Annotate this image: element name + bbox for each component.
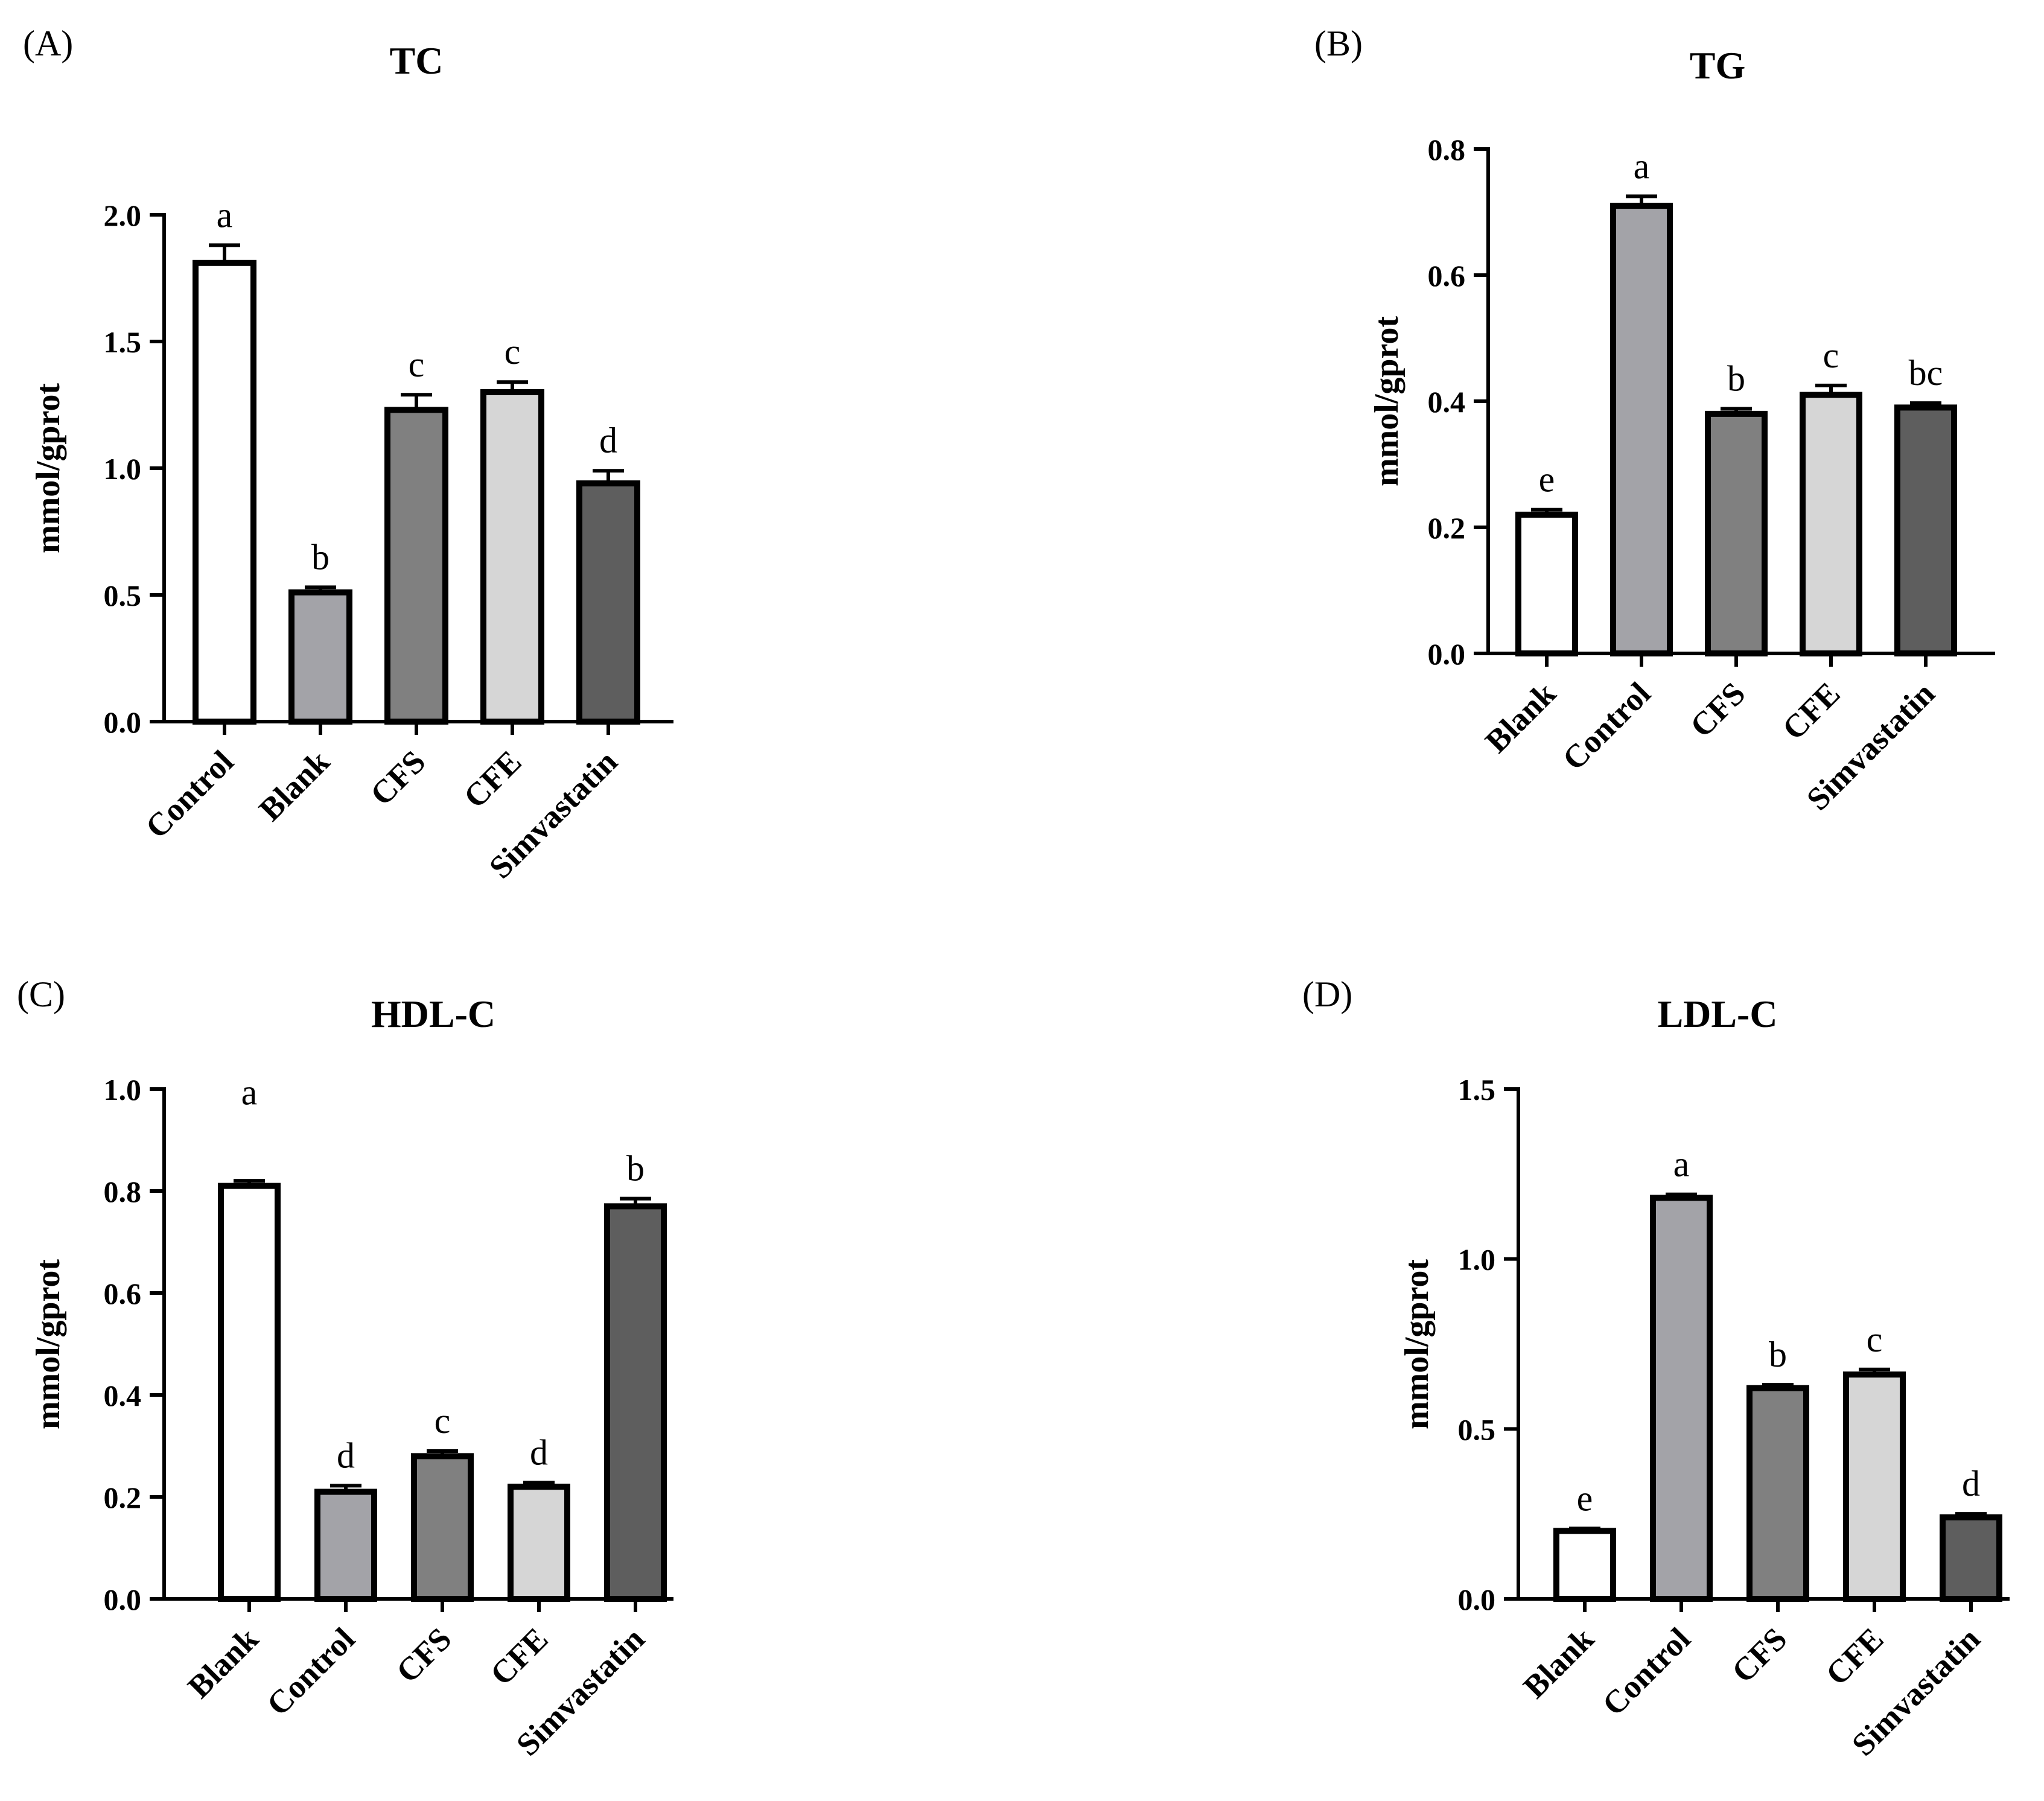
significance-label: c bbox=[409, 345, 425, 384]
bar bbox=[1515, 512, 1578, 656]
panel-label: (C) bbox=[17, 974, 65, 1014]
y-tick-label: 0.8 bbox=[104, 1175, 142, 1209]
y-tick-label: 0.0 bbox=[1428, 637, 1466, 671]
chart-title: LDL-C bbox=[1657, 993, 1777, 1035]
bar bbox=[218, 1183, 281, 1602]
y-tick-label: 1.0 bbox=[1458, 1243, 1496, 1277]
significance-label: a bbox=[217, 195, 233, 235]
x-tick-label: Control bbox=[1595, 1621, 1697, 1723]
bar bbox=[1894, 404, 1957, 656]
y-axis-label: mmol/gprot bbox=[30, 1259, 67, 1429]
y-tick-label: 0.6 bbox=[104, 1277, 142, 1310]
bar bbox=[288, 589, 352, 725]
significance-label: d bbox=[337, 1435, 355, 1475]
panel-label: (D) bbox=[1302, 974, 1352, 1014]
x-tick-label: Control bbox=[1555, 675, 1657, 777]
bar bbox=[1843, 1371, 1906, 1602]
x-tick-label: Control bbox=[138, 743, 240, 845]
y-tick-label: 0.0 bbox=[104, 705, 142, 739]
y-tick-label: 0.0 bbox=[1458, 1583, 1496, 1616]
bar bbox=[1940, 1514, 2002, 1602]
bar bbox=[384, 407, 448, 725]
x-tick-label: CFS bbox=[363, 743, 433, 813]
y-tick-label: 1.0 bbox=[104, 452, 142, 486]
bar bbox=[1800, 392, 1862, 656]
y-tick-label: 2.0 bbox=[104, 199, 142, 232]
significance-label: a bbox=[1673, 1145, 1690, 1184]
bar bbox=[604, 1203, 667, 1602]
y-axis-label: mmol/gprot bbox=[1368, 316, 1406, 486]
chart-panel-hdl-c: (C) HDL-C mmol/gprot a Blank d Control c CFS d CFE… bbox=[17, 974, 673, 1763]
bar bbox=[314, 1488, 377, 1602]
panel-label: (B) bbox=[1314, 24, 1363, 63]
significance-label: a bbox=[241, 1072, 258, 1112]
y-tick-label: 1.5 bbox=[104, 325, 142, 359]
y-tick-label: 0.5 bbox=[104, 579, 142, 612]
x-tick-label: CFS bbox=[1683, 675, 1753, 745]
y-tick-label: 0.4 bbox=[1428, 385, 1466, 419]
chart-title: TC bbox=[390, 39, 444, 82]
x-tick-label: Blank bbox=[252, 743, 336, 828]
bar bbox=[411, 1453, 474, 1602]
significance-label: b bbox=[1727, 359, 1745, 399]
bar bbox=[1610, 203, 1673, 656]
chart-panel-tc: (A) TCmmol/gprotaControlbBlankcCFScCFEdSi… bbox=[23, 24, 673, 886]
y-tick-label: 0.2 bbox=[1428, 511, 1466, 545]
x-tick-label: CFE bbox=[1819, 1621, 1891, 1692]
chart-title: HDL-C bbox=[371, 993, 495, 1035]
significance-label: e bbox=[1577, 1478, 1593, 1518]
x-tick-label: Blank bbox=[1516, 1621, 1600, 1705]
x-tick-label: Blank bbox=[1478, 675, 1562, 760]
significance-label: b bbox=[626, 1149, 645, 1189]
significance-label: c bbox=[1867, 1320, 1883, 1359]
significance-label: d bbox=[1962, 1464, 1980, 1504]
significance-label: b bbox=[311, 537, 330, 577]
x-tick-label: Blank bbox=[180, 1621, 265, 1705]
bar bbox=[480, 389, 544, 725]
bar bbox=[1553, 1528, 1616, 1602]
x-tick-label: CFS bbox=[1725, 1621, 1794, 1690]
chart-title: TG bbox=[1690, 44, 1745, 87]
y-axis-label: mmol/gprot bbox=[1398, 1259, 1436, 1429]
significance-label: c bbox=[1823, 335, 1839, 375]
y-tick-label: 0.5 bbox=[1458, 1412, 1496, 1446]
significance-label: bc bbox=[1909, 353, 1943, 393]
y-tick-label: 0.8 bbox=[1428, 133, 1466, 167]
chart-panel-ldl-c: (D) LDL-C mmol/gprot e Blank a Control b CFS c CFE… bbox=[1302, 974, 2010, 1763]
bar bbox=[193, 259, 256, 725]
x-tick-label: CFE bbox=[457, 743, 529, 815]
significance-label: c bbox=[505, 332, 521, 372]
x-tick-label: CFE bbox=[483, 1621, 555, 1692]
significance-label: a bbox=[1634, 146, 1650, 186]
y-tick-label: 0.2 bbox=[104, 1481, 142, 1514]
significance-label: c bbox=[435, 1401, 451, 1441]
significance-label: d bbox=[530, 1432, 548, 1472]
bar bbox=[508, 1484, 570, 1602]
y-tick-label: 0.0 bbox=[104, 1583, 142, 1616]
x-tick-label: CFE bbox=[1775, 675, 1847, 747]
x-tick-label: CFS bbox=[389, 1621, 459, 1690]
significance-label: b bbox=[1769, 1335, 1787, 1374]
bar bbox=[1705, 410, 1768, 657]
y-tick-label: 0.4 bbox=[104, 1379, 142, 1412]
y-axis-label: mmol/gprot bbox=[30, 383, 67, 553]
bar bbox=[1650, 1195, 1713, 1602]
y-tick-label: 1.0 bbox=[104, 1073, 142, 1107]
bar bbox=[576, 480, 640, 725]
significance-label: d bbox=[599, 421, 617, 460]
significance-label: e bbox=[1539, 460, 1555, 500]
y-tick-label: 0.6 bbox=[1428, 259, 1466, 293]
x-tick-label: Control bbox=[259, 1621, 361, 1723]
y-tick-label: 1.5 bbox=[1458, 1073, 1496, 1107]
bar bbox=[1746, 1385, 1809, 1602]
panel-label: (A) bbox=[23, 24, 73, 63]
